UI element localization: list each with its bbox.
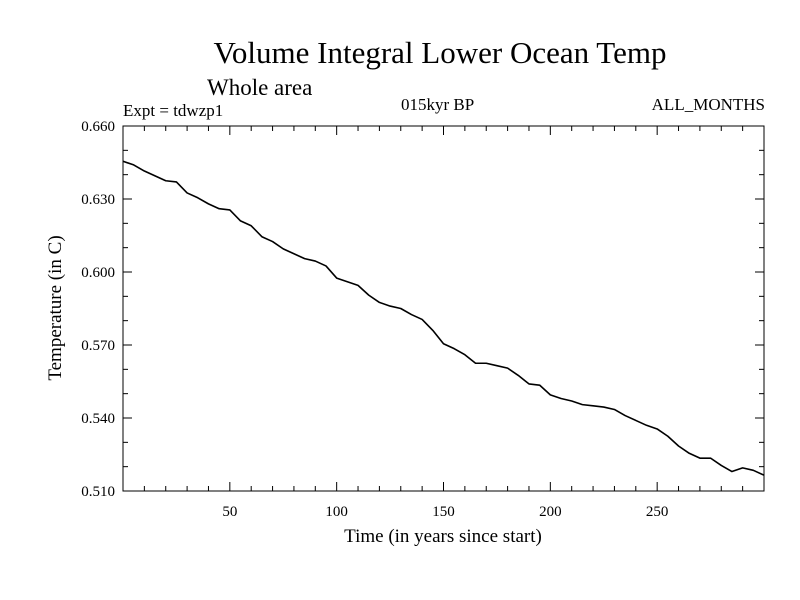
y-tick-label: 0.630 — [81, 192, 115, 208]
experiment-label: Expt = tdwzp1 — [123, 101, 224, 120]
x-tick-label: 50 — [222, 504, 237, 520]
y-tick-label: 0.660 — [81, 119, 115, 135]
axis-tick-labels: 50 100 150 200 250 0.510 0.540 0.570 0.600 0.630 0… — [81, 119, 668, 520]
x-tick-label: 200 — [539, 504, 562, 520]
x-tick-label: 150 — [432, 504, 455, 520]
y-tick-label: 0.570 — [81, 338, 115, 354]
x-axis-label: Time (in years since start) — [344, 526, 542, 547]
period-label: 015kyr BP — [401, 95, 475, 114]
y-axis-label: Temperature (in C) — [45, 235, 66, 380]
y-tick-label: 0.510 — [81, 484, 115, 500]
chart-title: Volume Integral Lower Ocean Temp — [213, 35, 667, 70]
months-label: ALL_MONTHS — [651, 95, 765, 114]
x-tick-label: 100 — [325, 504, 348, 520]
x-tick-label: 250 — [646, 504, 669, 520]
y-tick-label: 0.600 — [81, 265, 115, 281]
axis-ticks — [123, 126, 764, 491]
y-tick-label: 0.540 — [81, 411, 115, 427]
temperature-series-line — [122, 160, 765, 476]
chart-subtitle: Whole area — [207, 75, 313, 100]
